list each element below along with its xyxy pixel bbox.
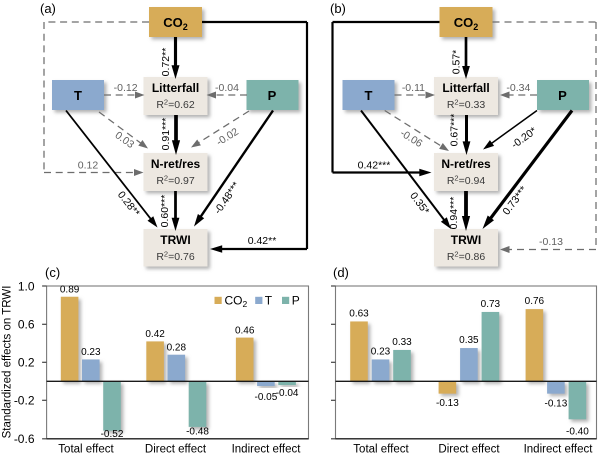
svg-text:Litterfall: Litterfall <box>152 81 199 95</box>
svg-text:Standardized effects on TRWI: Standardized effects on TRWI <box>2 286 14 439</box>
svg-text:-0.13: -0.13 <box>545 399 568 410</box>
svg-text:-0.52: -0.52 <box>101 429 124 440</box>
svg-text:CO2: CO2 <box>163 15 188 32</box>
svg-text:0.46: 0.46 <box>235 325 255 336</box>
svg-text:Indirect effect: Indirect effect <box>232 444 302 456</box>
svg-text:R2=0.94: R2=0.94 <box>447 174 485 188</box>
svg-text:0.28: 0.28 <box>167 343 187 354</box>
svg-text:0.89: 0.89 <box>60 285 80 296</box>
svg-text:-0.2: -0.2 <box>14 394 35 408</box>
svg-text:-0.13: -0.13 <box>436 398 459 409</box>
svg-text:0.23: 0.23 <box>371 346 391 357</box>
svg-text:-0.11: -0.11 <box>402 82 425 94</box>
svg-text:R2=0.86: R2=0.86 <box>447 250 485 264</box>
svg-text:-0.13: -0.13 <box>539 236 563 248</box>
svg-text:(a): (a) <box>40 1 56 16</box>
svg-text:T: T <box>265 293 273 307</box>
svg-text:0.6: 0.6 <box>18 318 35 332</box>
svg-text:P: P <box>292 293 300 307</box>
svg-text:0.94***: 0.94*** <box>448 197 460 230</box>
svg-text:-0.48: -0.48 <box>186 427 209 438</box>
svg-text:-0.04: -0.04 <box>215 82 239 94</box>
svg-text:Direct effect: Direct effect <box>438 444 500 456</box>
svg-text:R2=0.76: R2=0.76 <box>156 250 194 264</box>
svg-text:-0.12: -0.12 <box>114 82 138 94</box>
svg-text:(b): (b) <box>330 1 346 16</box>
svg-text:CO2: CO2 <box>225 293 248 309</box>
svg-text:0.2: 0.2 <box>18 356 35 370</box>
svg-text:0.63: 0.63 <box>349 308 369 319</box>
svg-text:0.42**: 0.42** <box>248 235 277 247</box>
svg-text:R2=0.62: R2=0.62 <box>156 98 194 112</box>
svg-text:TRWI: TRWI <box>451 233 481 247</box>
svg-text:P: P <box>558 88 567 103</box>
svg-text:TRWI: TRWI <box>160 233 190 247</box>
svg-text:Total effect: Total effect <box>353 444 409 456</box>
svg-text:0.42***: 0.42*** <box>358 160 391 172</box>
svg-text:N-ret/res: N-ret/res <box>441 157 491 171</box>
svg-text:0.12: 0.12 <box>78 160 99 172</box>
svg-text:0.76: 0.76 <box>525 296 545 307</box>
svg-text:(d): (d) <box>333 265 349 280</box>
svg-text:R2=0.97: R2=0.97 <box>156 174 194 188</box>
svg-text:0.67***: 0.67*** <box>449 114 461 147</box>
svg-text:0.42: 0.42 <box>145 329 165 340</box>
svg-text:P: P <box>268 88 277 103</box>
svg-text:N-ret/res: N-ret/res <box>151 157 201 171</box>
svg-text:0.35: 0.35 <box>459 335 479 346</box>
svg-text:0.72**: 0.72** <box>160 48 172 77</box>
svg-text:0.23: 0.23 <box>81 347 101 358</box>
svg-text:0.73: 0.73 <box>481 299 501 310</box>
svg-text:T: T <box>365 88 373 103</box>
svg-text:CO2: CO2 <box>454 15 479 32</box>
svg-text:(c): (c) <box>45 265 60 280</box>
svg-text:-0.40: -0.40 <box>566 427 589 438</box>
svg-text:-0.34: -0.34 <box>506 82 530 94</box>
svg-text:0.60***: 0.60*** <box>159 195 171 228</box>
svg-text:1.0: 1.0 <box>18 279 35 293</box>
svg-text:0.33: 0.33 <box>392 337 412 348</box>
svg-text:T: T <box>74 88 82 103</box>
svg-text:0.57*: 0.57* <box>451 50 463 75</box>
svg-text:Litterfall: Litterfall <box>442 81 489 95</box>
svg-text:-0.04: -0.04 <box>276 388 299 399</box>
svg-text:-0.6: -0.6 <box>14 432 35 446</box>
svg-text:0.91***: 0.91*** <box>160 118 172 151</box>
svg-text:-0.05: -0.05 <box>255 392 278 403</box>
svg-text:Total effect: Total effect <box>58 444 114 456</box>
svg-text:Indirect effect: Indirect effect <box>524 444 594 456</box>
svg-text:Direct effect: Direct effect <box>145 444 207 456</box>
svg-text:R2=0.33: R2=0.33 <box>447 98 485 112</box>
